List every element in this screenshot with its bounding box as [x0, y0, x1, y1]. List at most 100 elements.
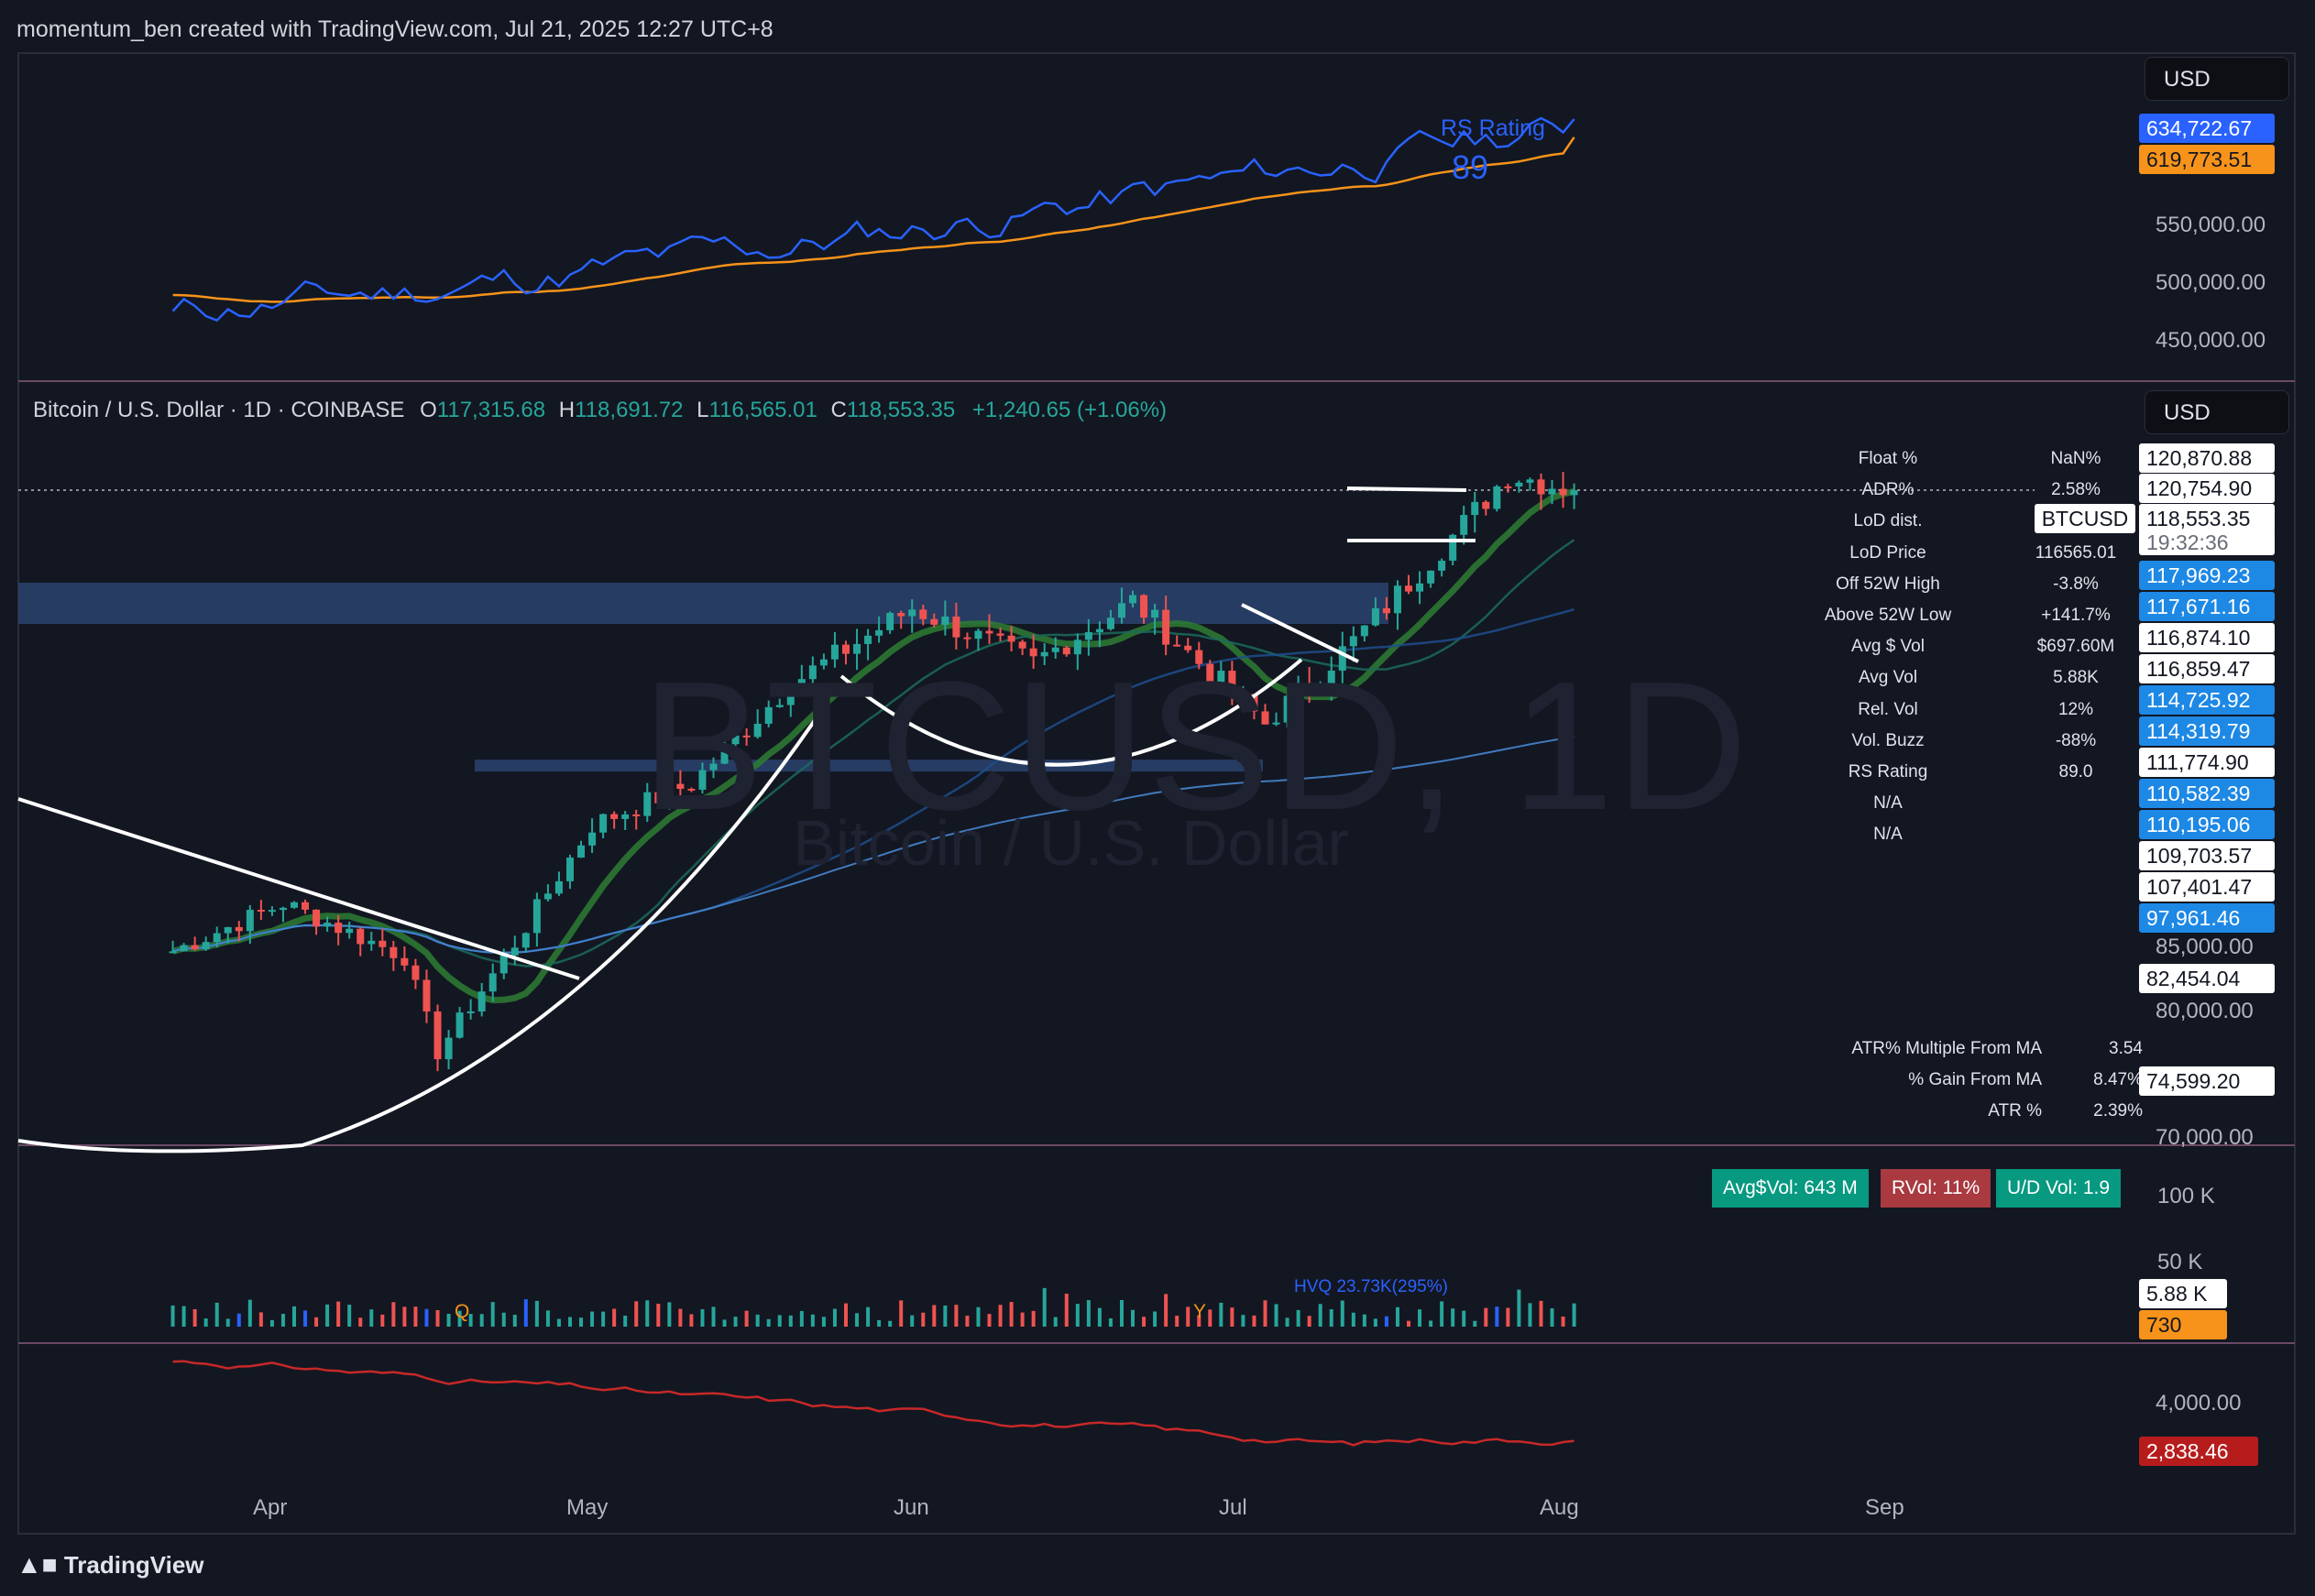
ma-stat-label: ATR% Multiple From MA	[1851, 1039, 2042, 1058]
candle-body	[565, 858, 574, 881]
volume-bar	[369, 1309, 374, 1327]
candle-body	[1239, 694, 1247, 696]
volume-bar	[303, 1310, 308, 1327]
candle-body	[1195, 650, 1203, 664]
candle-body	[830, 644, 839, 660]
candle-body	[1184, 645, 1192, 650]
volume-bar	[1329, 1309, 1333, 1327]
candle-body	[1261, 711, 1269, 725]
stat-label: Off 52W High	[1836, 574, 1940, 594]
volume-bar	[1561, 1316, 1565, 1327]
open-value: 117,315.68	[436, 398, 546, 422]
currency-button-main[interactable]: USD	[2145, 390, 2289, 434]
rs-axis-tick: 500,000.00	[2156, 270, 2266, 295]
downtrend-line	[17, 797, 580, 980]
volume-bar	[788, 1315, 793, 1327]
month-tick: Jul	[1219, 1495, 1247, 1520]
candle-body	[1073, 639, 1081, 655]
month-tick: Jun	[894, 1495, 929, 1520]
volume-bar	[667, 1302, 672, 1327]
ema-10-line	[171, 487, 1575, 1004]
volume-bar	[545, 1310, 550, 1327]
currency-button-top[interactable]: USD	[2145, 57, 2289, 101]
candle-body	[1526, 479, 1534, 483]
volume-bar	[998, 1305, 1003, 1327]
stat-value: -3.8%	[2053, 574, 2099, 594]
volume-bar	[203, 1318, 208, 1327]
candle-body	[797, 679, 806, 695]
volume-bar	[766, 1318, 771, 1327]
volume-bar	[1252, 1315, 1256, 1327]
candle-body	[698, 770, 707, 790]
volume-pane	[170, 1287, 1576, 1327]
volume-bar	[1020, 1312, 1025, 1327]
volume-bar	[700, 1309, 705, 1327]
volume-bar	[899, 1300, 904, 1327]
volume-bar	[391, 1302, 396, 1327]
volume-bar	[479, 1314, 484, 1327]
volume-bar	[1550, 1308, 1554, 1327]
stat-value: 5.88K	[2053, 668, 2099, 688]
volume-bar	[358, 1317, 363, 1327]
stat-value: 12%	[2057, 699, 2094, 719]
price-label: 116,874.10	[2139, 623, 2275, 652]
volume-bar	[225, 1318, 230, 1327]
rs-ma-line	[172, 137, 1575, 303]
candle-body	[1316, 683, 1324, 689]
volume-bar	[1274, 1304, 1278, 1327]
volume-bar	[579, 1317, 584, 1327]
volume-bar	[435, 1309, 440, 1327]
ma-stat-value: 8.47%	[2093, 1070, 2143, 1089]
candle-body	[1084, 632, 1092, 640]
candle-body	[499, 955, 508, 974]
volume-bar	[1373, 1318, 1377, 1327]
stat-label: Rel. Vol	[1858, 699, 1918, 719]
volume-bar	[1296, 1309, 1300, 1327]
volume-value-label: 5.88 K	[2139, 1279, 2227, 1308]
stat-label: N/A	[1873, 825, 1903, 845]
cup-curve-large	[17, 709, 823, 1153]
volume-badge: RVol: 11%	[1881, 1169, 1991, 1208]
volume-bar	[1462, 1310, 1466, 1327]
stat-value: 89.0	[2058, 762, 2093, 782]
candle-body	[422, 979, 431, 1012]
stat-label: Vol. Buzz	[1851, 730, 1925, 750]
candle-body	[1382, 607, 1390, 614]
candle-body	[455, 1012, 464, 1038]
symbol-legend[interactable]: Bitcoin / U.S. Dollar · 1D · COINBASE O1…	[33, 398, 1167, 423]
candle-body	[1106, 618, 1114, 629]
volume-bar	[269, 1319, 274, 1327]
candle-body	[709, 763, 718, 771]
candle-body	[1327, 670, 1335, 684]
volume-bar	[424, 1308, 429, 1327]
volume-axis-tick: 100 K	[2157, 1184, 2215, 1208]
price-label: 110,582.39	[2139, 779, 2275, 808]
handle-line	[1241, 603, 1359, 663]
volume-bar	[744, 1310, 749, 1327]
tradingview-logo[interactable]: ▲■ TradingView	[16, 1550, 204, 1580]
watermark-ticker: BTCUSD, 1D	[642, 644, 1750, 848]
volume-bar	[314, 1317, 319, 1327]
rs-pane	[171, 116, 1575, 322]
candle-body	[841, 644, 850, 654]
volume-bar	[1009, 1302, 1014, 1327]
volume-bar	[258, 1312, 263, 1327]
stat-label: N/A	[1873, 793, 1903, 814]
candle-body	[930, 618, 938, 625]
candle-body	[268, 910, 276, 913]
volume-bar	[1484, 1307, 1488, 1327]
candle-body	[1471, 501, 1479, 516]
candle-body	[466, 1011, 475, 1013]
candle-body	[224, 926, 232, 934]
volume-bar	[1473, 1320, 1477, 1327]
volume-bar	[976, 1306, 981, 1327]
candle-body	[1018, 641, 1026, 649]
candle-body	[191, 945, 199, 950]
candle-body	[963, 637, 971, 639]
candle-body	[1338, 646, 1346, 671]
candle-body	[731, 735, 740, 745]
lower-axis-tick: 4,000.00	[2156, 1391, 2242, 1416]
volume-bar	[1539, 1300, 1543, 1327]
candle-body	[1504, 486, 1512, 488]
